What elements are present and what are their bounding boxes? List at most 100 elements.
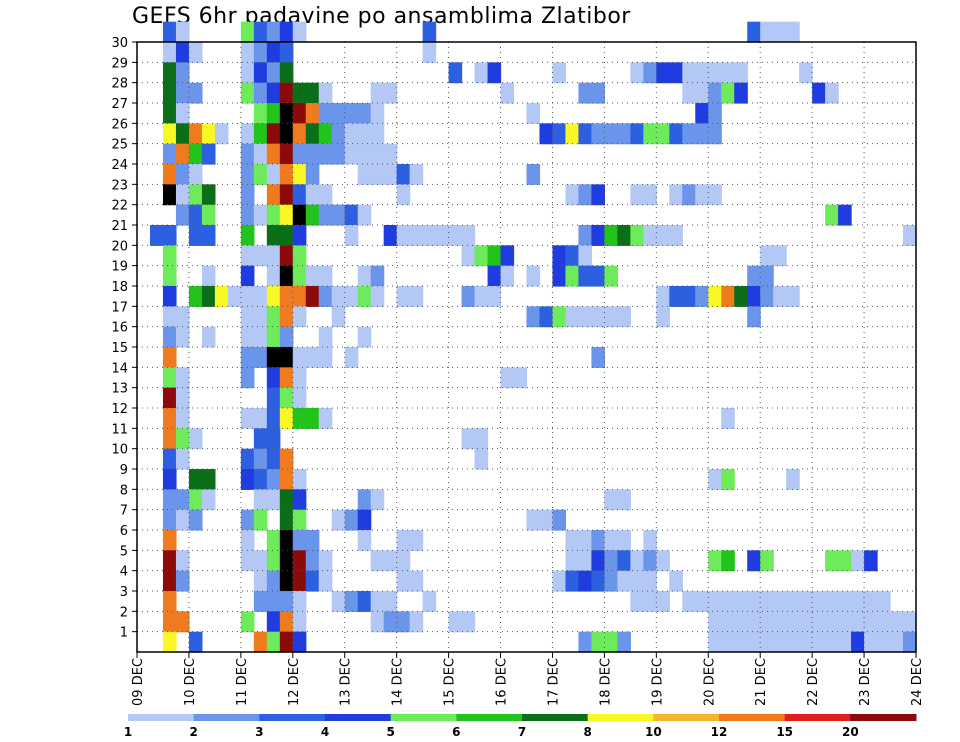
heatmap-cell	[565, 123, 580, 145]
heatmap-cell	[747, 306, 761, 328]
heatmap-cell	[669, 123, 683, 145]
heatmap-cell	[448, 611, 463, 633]
y-tick-label: 27	[111, 97, 128, 112]
heatmap-cell	[565, 245, 580, 267]
heatmap-cell	[279, 103, 294, 124]
heatmap-cell	[890, 631, 904, 653]
heatmap-cell	[253, 326, 268, 348]
heatmap-cell	[253, 408, 268, 429]
heatmap-cell	[279, 489, 294, 511]
heatmap-cell	[500, 265, 515, 287]
heatmap-cell	[162, 489, 177, 511]
heatmap-cell	[188, 469, 203, 490]
heatmap-cell	[591, 265, 605, 287]
heatmap-cell	[318, 82, 333, 104]
heatmap-cell	[500, 82, 515, 104]
heatmap-cell	[812, 591, 826, 612]
colorbar-swatch	[522, 714, 589, 721]
heatmap-cell	[877, 631, 891, 653]
heatmap-cells	[149, 21, 917, 653]
heatmap-cell	[344, 509, 359, 531]
heatmap-cell	[292, 489, 307, 511]
heatmap-cell	[162, 143, 177, 165]
heatmap-cell	[591, 184, 605, 206]
y-tick-label: 10	[111, 443, 128, 458]
heatmap-cell	[240, 530, 255, 551]
y-tick-label: 24	[111, 158, 128, 173]
heatmap-cell	[162, 408, 177, 429]
heatmap-cell	[162, 21, 177, 43]
heatmap-cell	[175, 42, 190, 63]
heatmap-cell	[279, 286, 294, 307]
heatmap-cell	[344, 204, 359, 226]
x-tick-labels: 09 DEC 10 DEC 11 DEC 12 DEC 13 DEC 14 DEC 15 D…	[131, 652, 925, 706]
heatmap-cell	[903, 631, 917, 653]
heatmap-cell	[708, 550, 722, 572]
heatmap-cell	[175, 570, 190, 592]
heatmap-cell	[695, 82, 709, 104]
heatmap-cell	[370, 591, 385, 612]
heatmap-cell	[201, 286, 216, 307]
colorbar-label: 12	[711, 725, 728, 739]
heatmap-cell	[604, 550, 618, 572]
heatmap-cell	[305, 184, 320, 206]
heatmap-cell	[240, 82, 255, 104]
heatmap-cell	[292, 387, 307, 409]
x-tick-label: 22 DEC	[806, 658, 821, 706]
heatmap-cell	[552, 123, 567, 145]
heatmap-cell	[786, 286, 800, 307]
heatmap-cell	[474, 286, 489, 307]
heatmap-cell	[760, 631, 774, 653]
heatmap-cell	[669, 184, 683, 206]
heatmap-cell	[357, 489, 372, 511]
colorbar-swatch	[850, 714, 917, 721]
heatmap-cell	[253, 245, 268, 267]
heatmap-cell	[786, 21, 800, 43]
heatmap-cell	[331, 123, 346, 145]
heatmap-cell	[630, 591, 644, 612]
heatmap-cell	[721, 631, 735, 653]
heatmap-cell	[240, 245, 255, 267]
heatmap-cell	[695, 286, 709, 307]
heatmap-cell	[656, 62, 670, 84]
heatmap-cell	[370, 103, 385, 124]
heatmap-cell	[188, 286, 203, 307]
heatmap-cell	[825, 631, 839, 653]
heatmap-cell	[279, 82, 294, 104]
heatmap-cell	[656, 225, 670, 246]
heatmap-cell	[318, 347, 333, 368]
heatmap-cell	[357, 164, 372, 185]
heatmap-cell	[708, 469, 722, 490]
heatmap-cell	[383, 225, 398, 246]
heatmap-cell	[383, 550, 398, 572]
heatmap-cell	[305, 82, 320, 104]
heatmap-cell	[565, 265, 580, 287]
heatmap-cell	[708, 184, 722, 206]
heatmap-cell	[279, 347, 294, 368]
heatmap-cell	[721, 286, 735, 307]
heatmap-cell	[708, 103, 722, 124]
x-tick-label: 17 DEC	[546, 658, 561, 706]
heatmap-cell	[201, 326, 216, 348]
y-tick-label: 15	[111, 341, 128, 356]
heatmap-cell	[838, 611, 852, 633]
heatmap-cell	[318, 326, 333, 348]
y-tick-labels: 1234567891011121314151617181920212223242…	[111, 36, 137, 641]
heatmap-cell	[799, 611, 813, 633]
heatmap-cell	[279, 631, 294, 653]
heatmap-cell	[279, 448, 294, 470]
heatmap-cell	[279, 225, 294, 246]
heatmap-cell	[214, 123, 229, 145]
heatmap-cell	[201, 204, 216, 226]
heatmap-cell	[266, 245, 281, 267]
heatmap-cell	[747, 265, 761, 287]
heatmap-cell	[266, 347, 281, 368]
heatmap-cell	[591, 306, 605, 328]
y-tick-label: 6	[120, 524, 128, 539]
x-tick-label: 10 DEC	[183, 658, 198, 706]
heatmap-cell	[162, 42, 177, 63]
heatmap-cell	[487, 286, 502, 307]
heatmap-cell	[760, 265, 774, 287]
heatmap-cell	[357, 530, 372, 551]
